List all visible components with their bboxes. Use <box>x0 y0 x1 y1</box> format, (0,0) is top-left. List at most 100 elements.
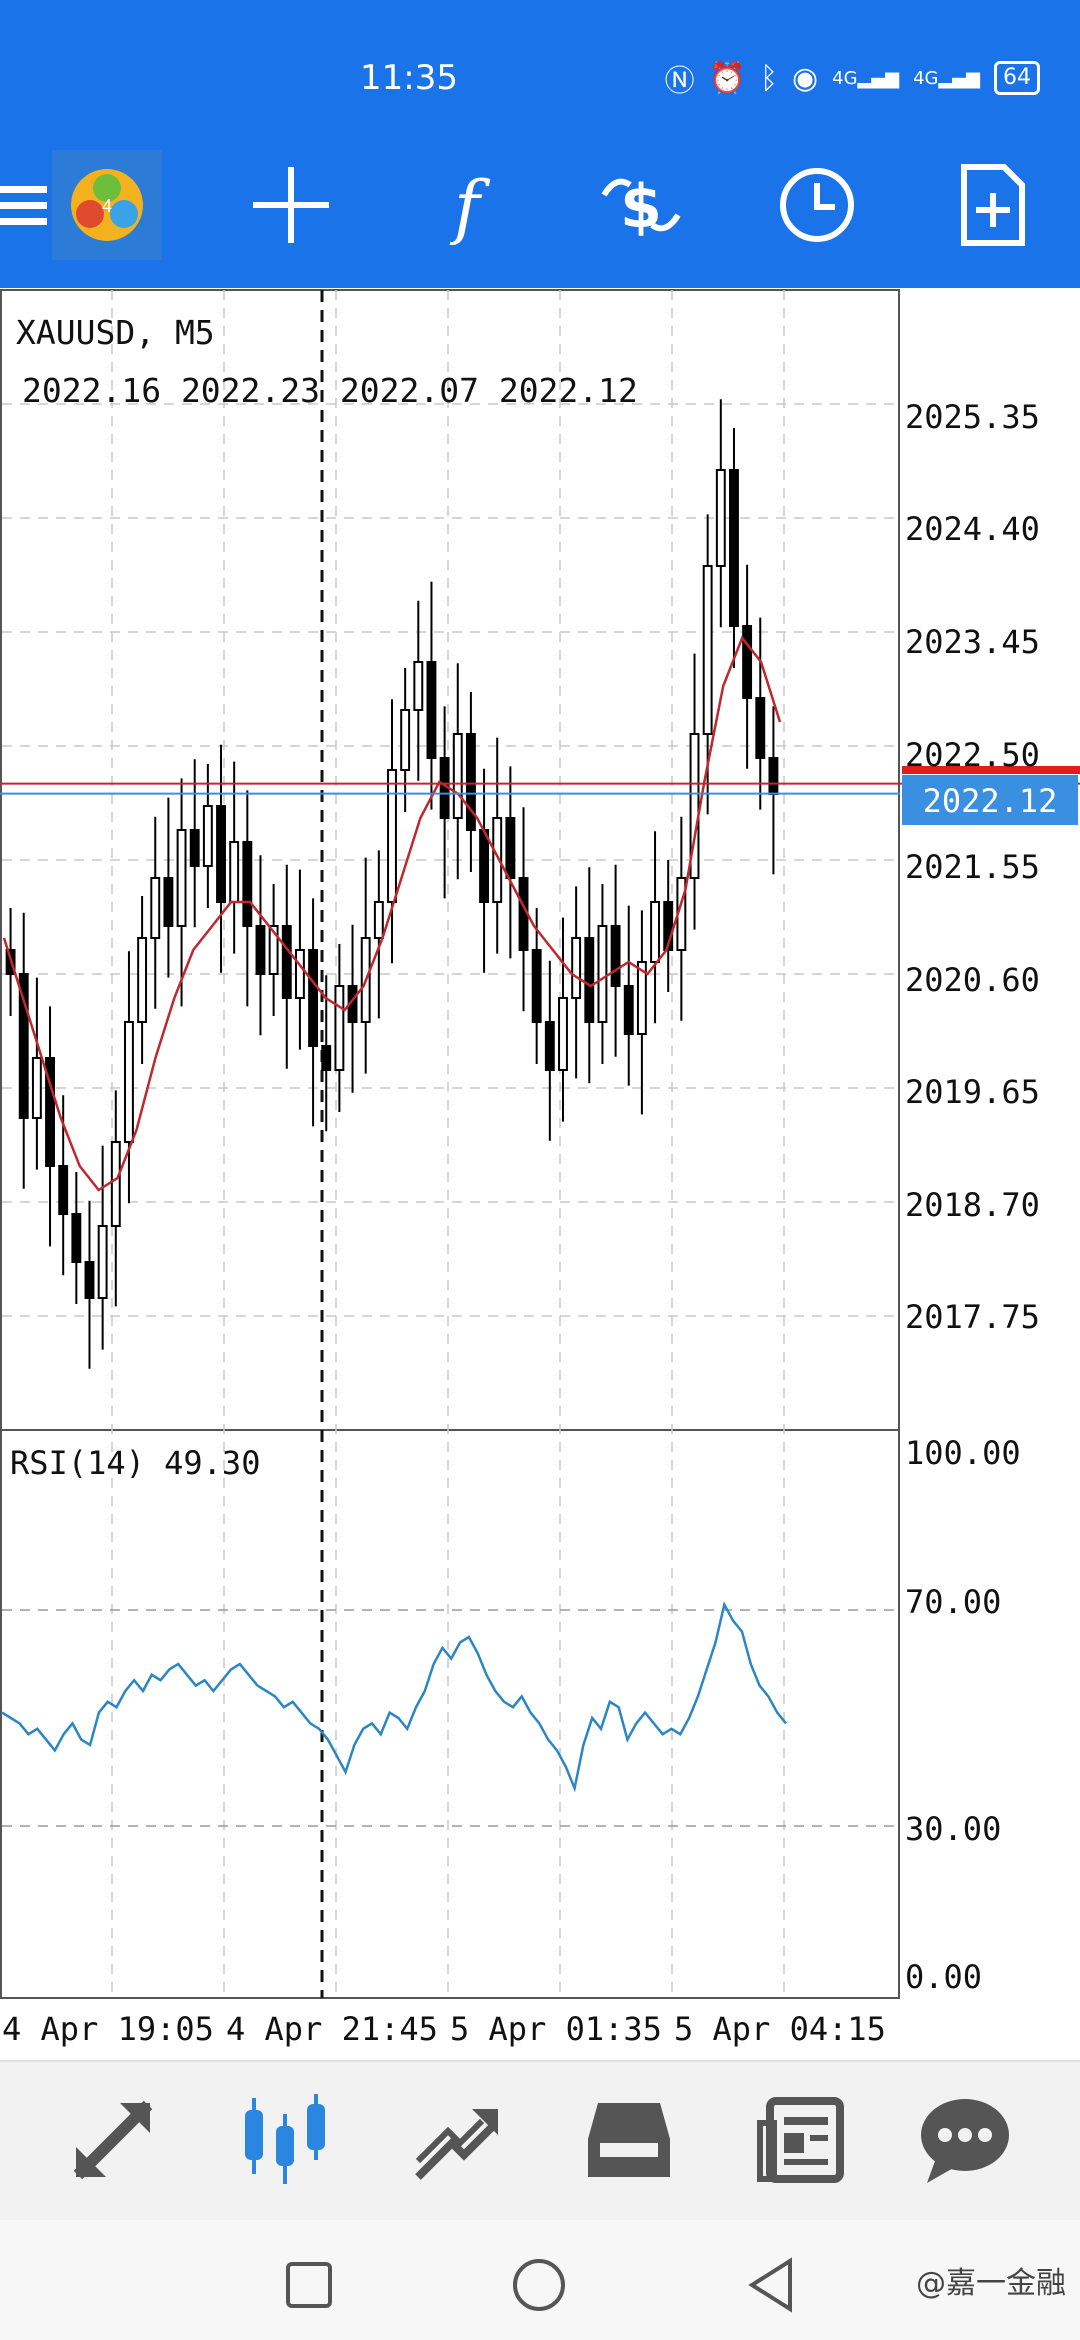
price-tick: 2018.70 <box>905 1186 1040 1224</box>
candle-body <box>294 949 305 999</box>
rsi-label: RSI(14) 49.30 <box>10 1444 260 1482</box>
candle-body <box>150 877 161 939</box>
back-icon[interactable] <box>736 2250 806 2320</box>
mt4-logo[interactable]: 4 <box>52 150 162 260</box>
candle-body <box>492 817 503 903</box>
bluetooth-icon: ᛒ <box>759 60 778 96</box>
candle-body <box>387 769 397 903</box>
candle-body <box>715 469 726 567</box>
trade-icon[interactable]: $ <box>596 160 686 250</box>
candle-body <box>465 733 476 831</box>
candle-body <box>426 661 437 759</box>
candle-body <box>321 1045 332 1071</box>
system-navigation-bar <box>0 2220 1080 2340</box>
candle-body <box>373 901 384 939</box>
rsi-tick: 0.00 <box>905 1958 982 1996</box>
home-icon[interactable] <box>504 2250 574 2320</box>
candle-body <box>742 625 753 699</box>
candle-body <box>413 661 424 711</box>
chart-area[interactable]: 2022.12 2025.35 2024.40 2023.45 2022.50 … <box>0 288 1080 2060</box>
candle-body <box>137 937 148 1023</box>
price-tick: 2020.60 <box>905 961 1040 999</box>
price-chart[interactable]: 2022.12 2025.35 2024.40 2023.45 2022.50 … <box>0 288 1080 2060</box>
chat-icon[interactable] <box>910 2085 1020 2195</box>
clock: 11:35 <box>360 58 458 98</box>
bid-marker <box>902 766 1080 774</box>
menu-icon[interactable] <box>0 160 62 250</box>
candle-body <box>124 1021 134 1143</box>
candle-body <box>176 829 187 927</box>
candle-body <box>58 1165 69 1215</box>
candle-body <box>597 925 608 1023</box>
rsi-tick: 70.00 <box>905 1583 1001 1621</box>
candle-body <box>268 925 279 975</box>
candle-body <box>452 733 463 819</box>
price-tick: 2017.75 <box>905 1298 1040 1336</box>
candle-body <box>334 985 345 1071</box>
price-tick: 2022.50 <box>905 736 1040 774</box>
candle-body <box>18 973 29 1119</box>
candle-body <box>755 697 766 759</box>
time-tick: 4 Apr 19:05 <box>2 2010 214 2048</box>
status-icons: Ⓝ ⏰ ᛒ ◉ 4G▂▄▆ 4G▂▄▆ 64 <box>665 56 1040 100</box>
svg-text:f: f <box>449 166 491 245</box>
candle-body <box>584 937 595 1023</box>
chart-toolbar <box>0 140 1080 288</box>
price-tick: 2019.65 <box>905 1073 1040 1111</box>
nfc-icon: Ⓝ <box>664 64 695 99</box>
candle-body <box>84 1261 95 1299</box>
candle-body <box>281 925 292 999</box>
candle-body <box>702 565 713 735</box>
current-price-tag <box>902 775 1078 825</box>
status-bar: 11:35 Ⓝ ⏰ ᛒ ◉ 4G▂▄▆ 4G▂▄▆ 64 <box>0 0 1080 140</box>
indicators-icon[interactable]: f <box>422 160 512 250</box>
symbol-label: XAUUSD, M5 <box>16 313 215 352</box>
candle-body <box>216 805 226 903</box>
candle-body <box>768 757 779 795</box>
rsi-chart-frame <box>0 1429 900 1999</box>
news-icon[interactable] <box>746 2085 856 2195</box>
candle-body <box>571 937 582 999</box>
timeframe-clock-icon[interactable] <box>772 160 862 250</box>
candle-body <box>31 1057 42 1119</box>
recent-apps-icon[interactable] <box>274 2250 344 2320</box>
rsi-tick: 30.00 <box>905 1810 1001 1848</box>
trade-icon[interactable] <box>402 2085 512 2195</box>
current-price-label: 2022.12 <box>923 782 1058 820</box>
time-tick: 5 Apr 01:35 <box>450 2010 662 2048</box>
price-tick: 2024.40 <box>905 510 1040 548</box>
signal-icon: 4G▂▄▆ <box>913 67 980 89</box>
new-template-icon[interactable] <box>948 160 1038 250</box>
candle-body <box>45 1057 55 1167</box>
candle-body <box>202 805 213 867</box>
bottom-navigation <box>0 2060 1080 2222</box>
chart-icon[interactable] <box>230 2085 340 2195</box>
candle-body <box>729 469 739 627</box>
alarm-icon: ⏰ <box>708 60 746 96</box>
quotes-icon[interactable] <box>58 2085 168 2195</box>
candle-body <box>163 877 174 927</box>
candle-body <box>636 961 647 1035</box>
candle-body <box>255 925 266 975</box>
candle-body <box>308 949 319 1047</box>
price-tick: 2025.35 <box>905 398 1040 436</box>
candle-body <box>189 829 200 867</box>
crosshair-icon[interactable] <box>246 160 336 250</box>
watermark: @嘉一金融 <box>916 2266 1066 2301</box>
signal-icon: 4G▂▄▆ <box>832 67 900 89</box>
moving-average-line <box>2 635 782 1192</box>
history-icon[interactable] <box>574 2085 684 2195</box>
battery-icon: 64 <box>994 61 1040 95</box>
candle-body <box>663 901 674 951</box>
price-tick: 2023.45 <box>905 623 1040 661</box>
candle-body <box>479 829 490 903</box>
candle-body <box>544 1021 555 1071</box>
candle-body <box>531 949 542 1023</box>
candle-body <box>558 997 568 1071</box>
price-tick: 2021.55 <box>905 848 1040 886</box>
candle-body <box>110 1141 121 1227</box>
candle-body <box>229 841 240 903</box>
candle-body <box>505 817 516 879</box>
candle-body <box>689 733 700 879</box>
candle-body <box>97 1225 108 1299</box>
